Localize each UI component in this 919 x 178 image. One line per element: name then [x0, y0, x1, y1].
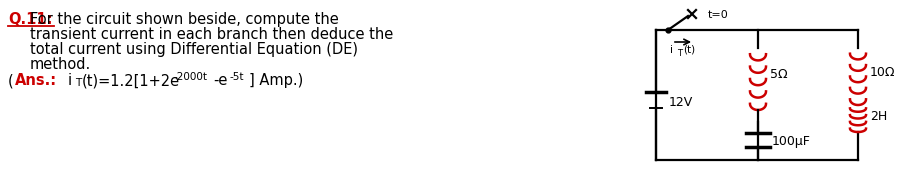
Text: T: T: [677, 49, 682, 58]
Text: i: i: [68, 73, 72, 88]
Text: (t): (t): [683, 45, 695, 55]
Text: method.: method.: [30, 57, 91, 72]
Text: Ans.:: Ans.:: [15, 73, 57, 88]
Text: t=0: t=0: [708, 10, 729, 20]
Text: 5Ω: 5Ω: [770, 69, 788, 82]
Text: (: (: [8, 73, 14, 88]
Text: -2000t: -2000t: [173, 72, 207, 82]
Text: Q.11:: Q.11:: [8, 12, 52, 27]
Text: i: i: [670, 45, 673, 55]
Text: 10Ω: 10Ω: [870, 66, 895, 79]
Text: 100μF: 100μF: [772, 135, 811, 148]
Text: transient current in each branch then deduce the: transient current in each branch then de…: [30, 27, 393, 42]
Text: 12V: 12V: [669, 96, 693, 109]
Text: -e: -e: [213, 73, 227, 88]
Text: total current using Differential Equation (DE): total current using Differential Equatio…: [30, 42, 358, 57]
Text: T: T: [75, 78, 81, 88]
Text: For the circuit shown beside, compute the: For the circuit shown beside, compute th…: [30, 12, 339, 27]
Text: (t)=1.2[1+2e: (t)=1.2[1+2e: [82, 73, 180, 88]
Text: 2H: 2H: [870, 110, 887, 123]
Text: ] Amp.): ] Amp.): [249, 73, 303, 88]
Text: -5t: -5t: [230, 72, 244, 82]
